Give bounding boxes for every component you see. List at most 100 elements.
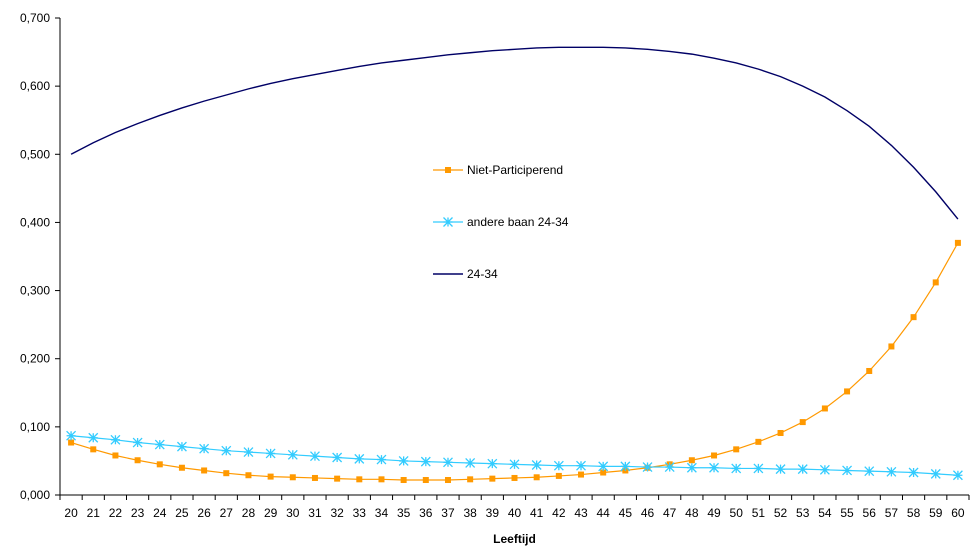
x-tick-label: 27: [220, 506, 234, 520]
series-layer: [66, 46, 963, 484]
data-point: [199, 443, 210, 454]
data-point: [731, 463, 742, 474]
data-point: [819, 464, 830, 475]
x-axis: 20 21 22 23 24 25 26 27 28 29 30 31 32 33 34 35 36 37 38 39…: [59, 494, 970, 520]
data-point: [245, 472, 252, 479]
data-point: [134, 457, 141, 464]
data-point: [201, 467, 208, 474]
data-point: [866, 367, 873, 374]
data-point: [533, 474, 540, 481]
x-tick-label: 21: [87, 506, 101, 520]
data-point: [243, 447, 254, 458]
x-tick-label: 54: [818, 506, 832, 520]
x-tick-label: 51: [752, 506, 766, 520]
x-tick-label: 46: [641, 506, 655, 520]
data-point: [952, 470, 963, 481]
x-tick-label: 48: [685, 506, 699, 520]
data-point: [445, 167, 451, 173]
legend-label: 24-34: [467, 267, 498, 281]
x-tick-label: 45: [619, 506, 633, 520]
data-point: [600, 469, 607, 476]
data-point: [777, 429, 784, 436]
data-point: [755, 438, 762, 445]
data-point: [156, 461, 163, 468]
data-point: [908, 467, 919, 478]
data-point: [310, 451, 320, 462]
data-point: [354, 453, 365, 464]
data-point: [444, 477, 451, 484]
x-tick-label: 25: [175, 506, 189, 520]
data-point: [576, 460, 586, 471]
x-tick-label: 30: [286, 506, 300, 520]
data-point: [733, 446, 740, 453]
data-point: [178, 464, 185, 471]
series-andere-baan-24-34: [66, 430, 963, 481]
x-tick-label: 38: [463, 506, 477, 520]
x-tick-label: 55: [840, 506, 854, 520]
data-point: [799, 419, 806, 426]
x-tick-label: 33: [353, 506, 367, 520]
y-tick-label: 0,000: [20, 488, 50, 502]
x-tick-label: 22: [109, 506, 123, 520]
data-point: [132, 437, 143, 448]
y-axis: 0,000 0,100 0,200 0,300 0,400 0,500 0,600 0,700: [20, 11, 61, 502]
data-point: [620, 461, 631, 472]
data-point: [376, 454, 387, 465]
data-point: [709, 462, 719, 473]
data-point: [420, 456, 431, 467]
data-point: [311, 474, 318, 481]
x-tick-label: 42: [552, 506, 566, 520]
x-tick-label: 23: [131, 506, 145, 520]
data-point: [886, 466, 897, 477]
x-tick-label: 32: [330, 506, 344, 520]
data-point: [821, 405, 828, 412]
y-tick-label: 0,300: [20, 284, 50, 298]
data-point: [378, 476, 385, 483]
x-axis-title: Leeftijd: [493, 532, 536, 546]
x-tick-label: 49: [707, 506, 721, 520]
data-point: [265, 448, 276, 459]
data-point: [110, 434, 121, 445]
x-tick-label: 41: [530, 506, 544, 520]
data-point: [844, 388, 851, 395]
data-point: [68, 439, 75, 446]
x-tick-label: 35: [397, 506, 411, 520]
x-tick-label: 60: [951, 506, 965, 520]
data-point: [267, 473, 274, 480]
x-tick-label: 53: [796, 506, 810, 520]
y-tick-label: 0,100: [20, 420, 50, 434]
x-tick-label: 34: [375, 506, 389, 520]
x-tick-label: 29: [264, 506, 278, 520]
x-tick-label: 52: [774, 506, 788, 520]
y-tick-label: 0,600: [20, 79, 50, 93]
data-point: [400, 477, 407, 484]
x-tick-label: 57: [885, 506, 899, 520]
data-point: [509, 459, 520, 470]
y-tick-label: 0,500: [20, 147, 50, 161]
data-point: [842, 465, 853, 476]
data-point: [797, 464, 808, 475]
x-tick-label: 26: [197, 506, 211, 520]
series-24-34: [70, 46, 959, 220]
data-point: [555, 472, 562, 479]
x-tick-label: 39: [486, 506, 500, 520]
data-point: [578, 471, 585, 478]
data-point: [864, 466, 875, 477]
x-tick-label: 59: [929, 506, 943, 520]
data-point: [112, 452, 119, 459]
data-point: [66, 430, 77, 441]
data-point: [932, 279, 939, 286]
data-point: [334, 475, 341, 482]
data-point: [888, 343, 895, 350]
x-tick-label: 31: [308, 506, 322, 520]
data-point: [688, 457, 695, 464]
data-point: [223, 470, 230, 477]
data-point: [775, 464, 786, 475]
data-point: [467, 476, 474, 483]
data-point: [88, 432, 99, 443]
data-point: [642, 462, 653, 473]
data-point: [910, 314, 917, 321]
data-point: [176, 441, 187, 452]
data-point: [664, 462, 675, 473]
data-point: [398, 455, 409, 466]
